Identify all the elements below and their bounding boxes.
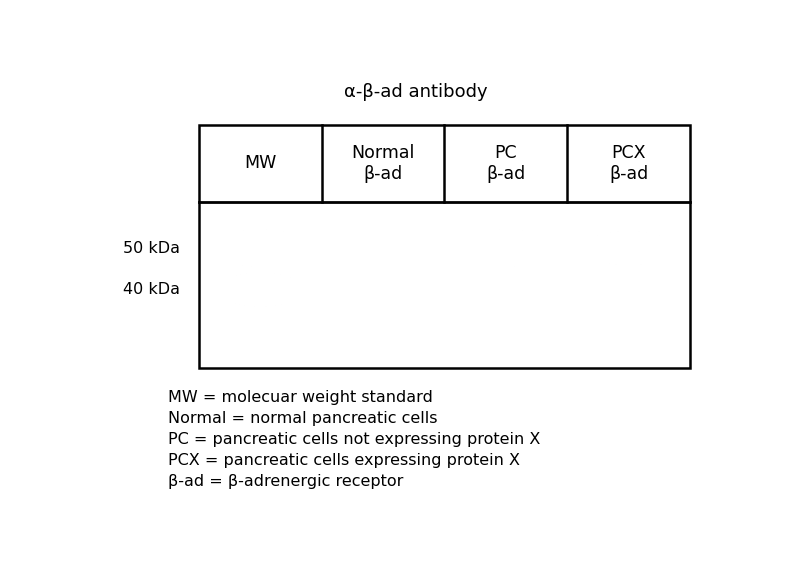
Ellipse shape xyxy=(231,278,289,301)
Ellipse shape xyxy=(467,233,543,262)
Ellipse shape xyxy=(599,237,656,258)
Ellipse shape xyxy=(221,274,300,306)
Ellipse shape xyxy=(210,229,311,268)
Text: Normal = normal pancreatic cells: Normal = normal pancreatic cells xyxy=(167,411,436,425)
Bar xyxy=(199,125,689,367)
Ellipse shape xyxy=(218,273,302,306)
Ellipse shape xyxy=(623,247,633,250)
Ellipse shape xyxy=(614,243,642,253)
Text: β-ad = β-adrenergic receptor: β-ad = β-adrenergic receptor xyxy=(167,474,402,488)
Ellipse shape xyxy=(238,240,283,257)
Ellipse shape xyxy=(462,232,548,265)
Ellipse shape xyxy=(251,286,269,293)
Text: 40 kDa: 40 kDa xyxy=(123,282,180,297)
Ellipse shape xyxy=(473,236,538,261)
Ellipse shape xyxy=(250,244,270,252)
Ellipse shape xyxy=(242,283,277,296)
Ellipse shape xyxy=(230,277,291,302)
Ellipse shape xyxy=(258,247,263,249)
Ellipse shape xyxy=(625,247,630,249)
Ellipse shape xyxy=(597,237,659,260)
Ellipse shape xyxy=(460,231,551,265)
Ellipse shape xyxy=(230,236,290,260)
Text: α-β-ad antibody: α-β-ad antibody xyxy=(344,83,487,101)
Ellipse shape xyxy=(480,239,530,258)
Text: PC
β-ad: PC β-ad xyxy=(486,144,525,183)
Ellipse shape xyxy=(475,236,535,260)
Ellipse shape xyxy=(609,241,646,255)
Ellipse shape xyxy=(220,233,300,264)
Ellipse shape xyxy=(252,245,268,251)
Ellipse shape xyxy=(234,279,286,300)
Text: PCX
β-ad: PCX β-ad xyxy=(608,144,647,183)
Ellipse shape xyxy=(496,244,515,252)
Text: PC = pancreatic cells not expressing protein X: PC = pancreatic cells not expressing pro… xyxy=(167,432,539,446)
Ellipse shape xyxy=(618,245,637,252)
Ellipse shape xyxy=(604,239,651,257)
Ellipse shape xyxy=(592,235,663,261)
Ellipse shape xyxy=(217,232,303,265)
Text: MW: MW xyxy=(244,154,277,172)
Text: 50 kDa: 50 kDa xyxy=(123,241,180,256)
Ellipse shape xyxy=(235,239,285,258)
Ellipse shape xyxy=(503,247,508,249)
Ellipse shape xyxy=(254,287,267,293)
Ellipse shape xyxy=(249,285,271,294)
Ellipse shape xyxy=(258,289,262,290)
Ellipse shape xyxy=(212,230,308,266)
Ellipse shape xyxy=(583,232,672,265)
Ellipse shape xyxy=(455,229,556,268)
Ellipse shape xyxy=(620,245,635,250)
Ellipse shape xyxy=(215,231,305,265)
Ellipse shape xyxy=(236,280,285,299)
Ellipse shape xyxy=(586,232,670,264)
Ellipse shape xyxy=(216,272,304,307)
Ellipse shape xyxy=(238,281,282,298)
Ellipse shape xyxy=(247,285,273,295)
Ellipse shape xyxy=(602,239,654,258)
Ellipse shape xyxy=(227,236,293,261)
Ellipse shape xyxy=(242,241,277,255)
Ellipse shape xyxy=(470,235,540,261)
Ellipse shape xyxy=(240,240,280,256)
Text: Normal
β-ad: Normal β-ad xyxy=(351,144,414,183)
Ellipse shape xyxy=(240,282,280,298)
Ellipse shape xyxy=(485,240,526,256)
Ellipse shape xyxy=(581,231,675,266)
Ellipse shape xyxy=(490,243,521,254)
Ellipse shape xyxy=(227,277,293,303)
Ellipse shape xyxy=(225,235,295,261)
Ellipse shape xyxy=(590,234,666,262)
Ellipse shape xyxy=(255,288,264,291)
Ellipse shape xyxy=(478,237,533,258)
Ellipse shape xyxy=(245,243,275,254)
Ellipse shape xyxy=(500,246,510,250)
Ellipse shape xyxy=(457,230,553,266)
Ellipse shape xyxy=(498,245,513,251)
Text: PCX = pancreatic cells expressing protein X: PCX = pancreatic cells expressing protei… xyxy=(167,453,519,467)
Ellipse shape xyxy=(611,242,644,254)
Ellipse shape xyxy=(492,243,517,253)
Ellipse shape xyxy=(245,283,276,296)
Ellipse shape xyxy=(483,240,528,257)
Ellipse shape xyxy=(225,275,295,304)
Ellipse shape xyxy=(594,236,661,260)
Ellipse shape xyxy=(247,243,272,253)
Ellipse shape xyxy=(616,244,640,252)
Ellipse shape xyxy=(487,241,523,255)
Text: MW = molecuar weight standard: MW = molecuar weight standard xyxy=(167,390,432,404)
Ellipse shape xyxy=(233,237,288,258)
Ellipse shape xyxy=(223,275,298,304)
Ellipse shape xyxy=(607,240,649,256)
Ellipse shape xyxy=(588,233,667,263)
Ellipse shape xyxy=(255,246,265,250)
Ellipse shape xyxy=(222,233,298,262)
Ellipse shape xyxy=(465,233,546,264)
